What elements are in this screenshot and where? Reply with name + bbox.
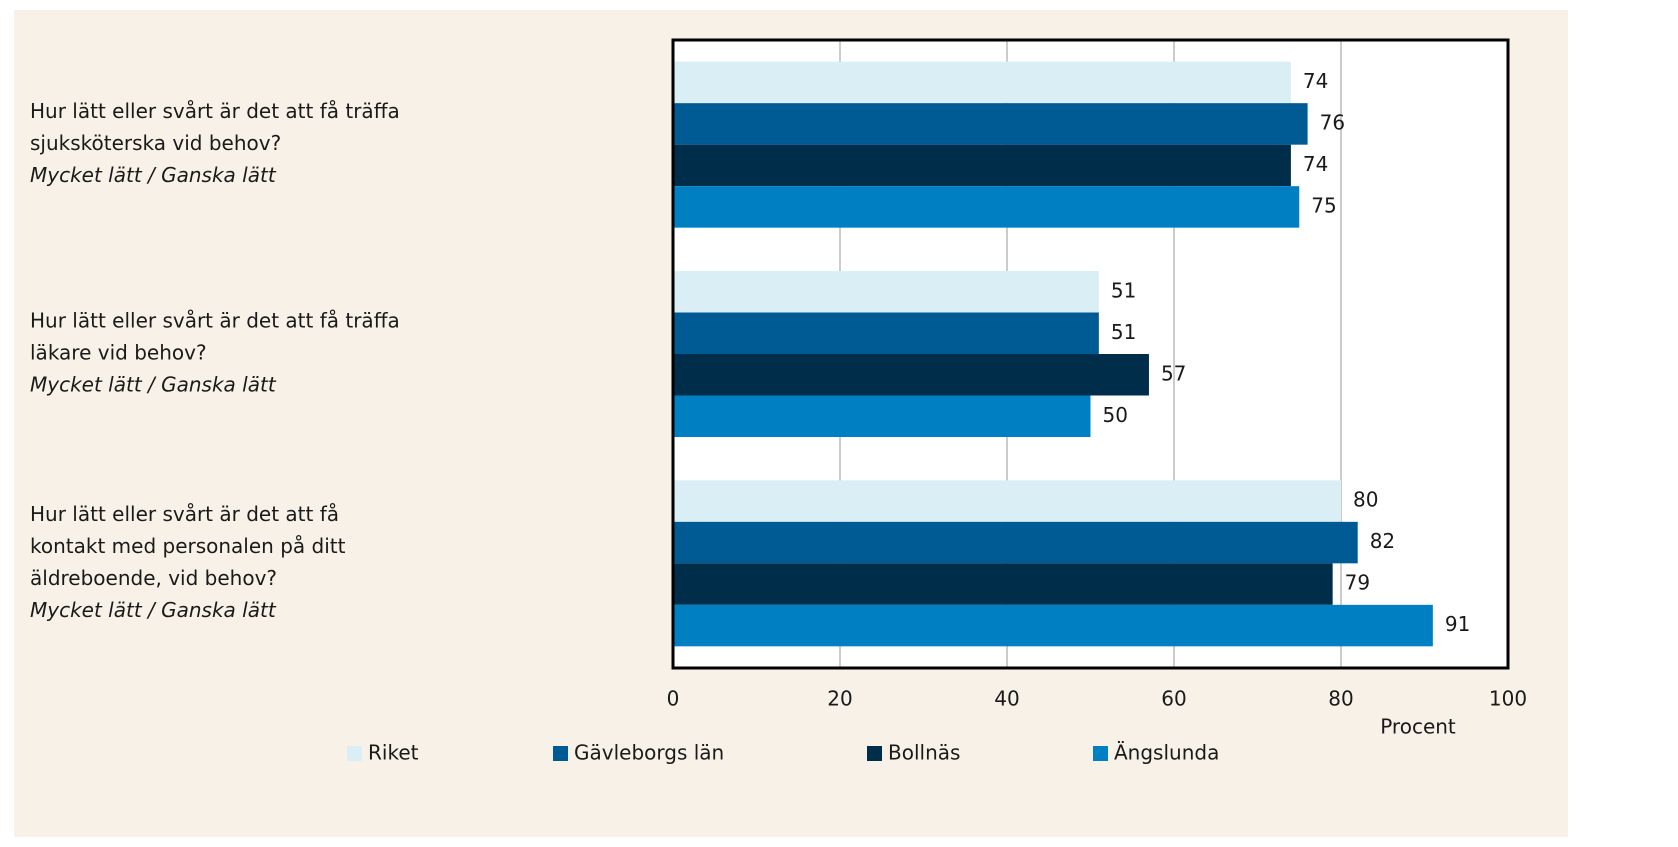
bar (673, 186, 1300, 228)
x-tick-label: 40 (994, 687, 1019, 711)
legend-label: Bollnäs (888, 741, 960, 765)
value-label: 79 (1345, 571, 1370, 595)
x-tick-label: 80 (1328, 687, 1353, 711)
category-label: äldreboende, vid behov? (30, 566, 277, 590)
value-label: 74 (1303, 152, 1328, 176)
value-label: 74 (1303, 69, 1328, 93)
category-answer: Mycket lätt / Ganska lätt (30, 598, 277, 622)
legend-label: Gävleborgs län (574, 741, 724, 765)
category-answer: Mycket lätt / Ganska lätt (30, 163, 277, 187)
bar (673, 354, 1149, 396)
x-tick-label: 20 (827, 687, 852, 711)
bar (673, 604, 1433, 647)
value-label: 50 (1103, 403, 1128, 427)
value-label: 51 (1111, 278, 1136, 302)
legend-label: Ängslunda (1114, 741, 1219, 765)
category-label: sjuksköterska vid behov? (30, 131, 281, 155)
plot-border (671, 38, 1510, 670)
bar (673, 61, 1291, 104)
category-answer: Mycket lätt / Ganska lätt (30, 373, 277, 397)
category-label: läkare vid behov? (30, 341, 207, 365)
category-label: kontakt med personalen på ditt (30, 534, 346, 558)
value-label: 57 (1161, 361, 1186, 385)
bar (673, 395, 1091, 437)
value-label: 76 (1320, 110, 1345, 134)
category-label: Hur lätt eller svårt är det att få (30, 502, 339, 526)
bar (673, 312, 1099, 354)
value-label: 75 (1311, 193, 1336, 217)
x-tick-label: 0 (667, 687, 680, 711)
x-axis-label: Procent (1380, 715, 1456, 739)
category-label: Hur lätt eller svårt är det att få träff… (30, 99, 400, 123)
bar (673, 480, 1341, 522)
bar (673, 144, 1291, 187)
legend-swatch (347, 746, 362, 761)
x-tick-label: 60 (1161, 687, 1186, 711)
value-label: 82 (1370, 529, 1395, 553)
x-tick-label: 100 (1489, 687, 1527, 711)
bar (673, 563, 1333, 605)
legend-swatch (553, 746, 568, 761)
value-label: 91 (1445, 612, 1470, 636)
bar (673, 103, 1308, 145)
bar (673, 521, 1358, 564)
legend-swatch (1093, 746, 1108, 761)
legend-swatch (867, 746, 882, 761)
value-label: 80 (1353, 488, 1378, 512)
bar (673, 271, 1099, 313)
category-label: Hur lätt eller svårt är det att få träff… (30, 309, 400, 333)
legend-label: Riket (368, 741, 419, 765)
value-label: 51 (1111, 320, 1136, 344)
